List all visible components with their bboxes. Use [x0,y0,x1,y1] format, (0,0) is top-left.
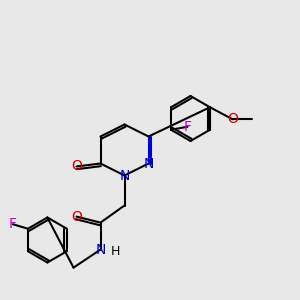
Text: N: N [95,243,106,256]
Text: H: H [111,244,120,258]
Text: F: F [9,217,17,231]
Text: N: N [143,157,154,170]
Text: F: F [184,120,191,134]
Text: O: O [227,112,238,126]
Text: N: N [119,169,130,182]
Text: O: O [71,160,82,173]
Text: O: O [71,210,82,224]
